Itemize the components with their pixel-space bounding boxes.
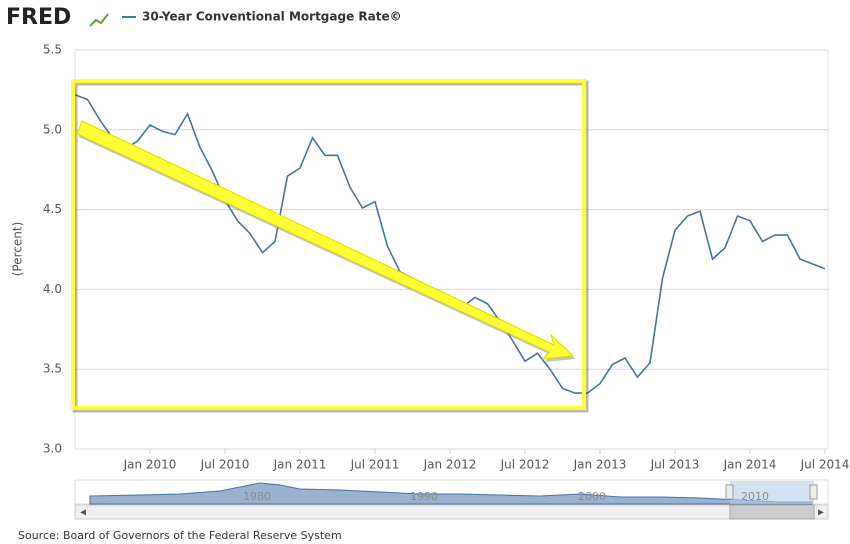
- y-tick-label: 4.0: [43, 282, 62, 296]
- logo-icon: [89, 13, 109, 27]
- y-axis-label: (Percent): [11, 222, 25, 277]
- x-tick-label: Jan 2012: [423, 458, 477, 472]
- y-tick-label: 3.5: [43, 362, 62, 376]
- x-tick-label: Jul 2013: [650, 458, 700, 472]
- x-tick-label: Jan 2011: [273, 458, 327, 472]
- x-tick-label: Jan 2010: [123, 458, 177, 472]
- scrollbar[interactable]: [74, 504, 829, 520]
- arrow: [76, 120, 575, 360]
- source: Source: Board of Governors of the Federa…: [18, 529, 342, 542]
- highlight-box: [71, 79, 586, 410]
- legend-entry: 30-Year Conventional Mortgage Rate©: [142, 10, 402, 24]
- scroll-right[interactable]: ▸: [818, 505, 824, 519]
- x-tick-label: Jul 2010: [200, 458, 250, 472]
- x-tick-label: Jul 2011: [350, 458, 400, 472]
- x-tick-label: Jan 2013: [573, 458, 627, 472]
- scroll-left[interactable]: ◂: [80, 505, 86, 519]
- y-tick-label: 5.5: [43, 43, 62, 57]
- plot-area: [74, 49, 829, 450]
- x-tick-label: Jul 2012: [500, 458, 550, 472]
- navigator-label: 1980: [243, 490, 271, 503]
- x-tick-label: Jan 2014: [723, 458, 777, 472]
- logo: FRED: [6, 5, 71, 30]
- scrollbar-thumb[interactable]: [729, 504, 815, 520]
- y-tick-label: 3.0: [43, 442, 62, 456]
- y-tick-label: 5.0: [43, 122, 62, 136]
- navigator-handle[interactable]: [809, 484, 818, 500]
- y-tick-label: 4.5: [43, 202, 62, 216]
- navigator-handle[interactable]: [725, 484, 734, 500]
- navigator-label: 2010: [741, 490, 769, 503]
- navigator-selection[interactable]: [730, 481, 814, 504]
- x-tick-label: Jul 2014: [800, 458, 850, 472]
- navigator-label: 2000: [578, 490, 606, 503]
- navigator-label: 1990: [410, 490, 438, 503]
